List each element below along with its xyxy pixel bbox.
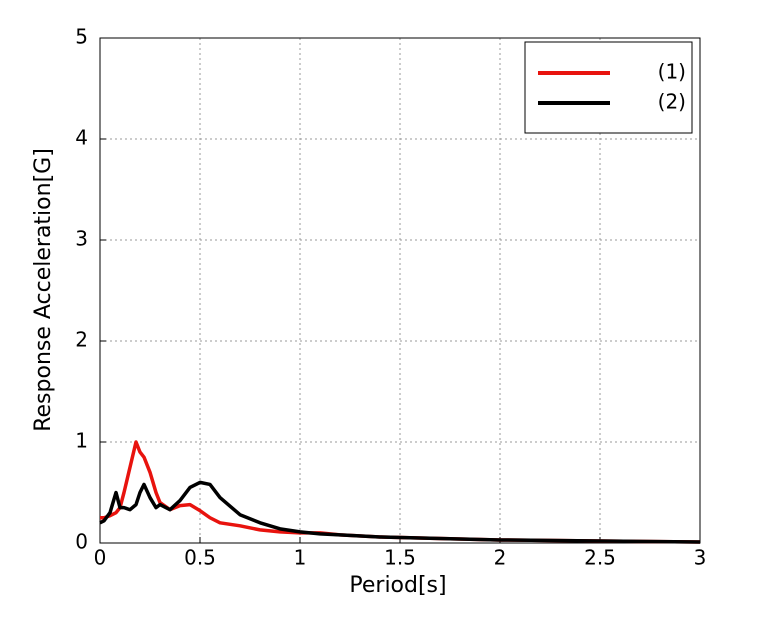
legend-label: (1) <box>658 60 686 84</box>
y-axis-label: Response Acceleration[G] <box>31 148 56 432</box>
legend-label: (2) <box>658 90 686 114</box>
y-tick-label: 2 <box>75 328 88 352</box>
x-tick-label: 1.5 <box>384 546 416 570</box>
x-tick-label: 2 <box>494 546 507 570</box>
y-tick-label: 3 <box>75 227 88 251</box>
x-tick-label: 3 <box>694 546 707 570</box>
y-tick-label: 0 <box>75 530 88 554</box>
y-tick-label: 5 <box>75 25 88 49</box>
series-line <box>99 480 701 544</box>
legend-box <box>524 41 693 134</box>
series-line <box>100 440 701 544</box>
x-tick-label: 2.5 <box>584 546 616 570</box>
y-tick-label: 4 <box>75 126 88 150</box>
x-tick-label: 1 <box>294 546 307 570</box>
x-tick-label: 0.5 <box>184 546 216 570</box>
x-axis-label: Period[s] <box>349 573 446 598</box>
y-tick-label: 1 <box>75 429 88 453</box>
x-tick-label: 0 <box>94 546 107 570</box>
plot-frame <box>99 37 701 544</box>
